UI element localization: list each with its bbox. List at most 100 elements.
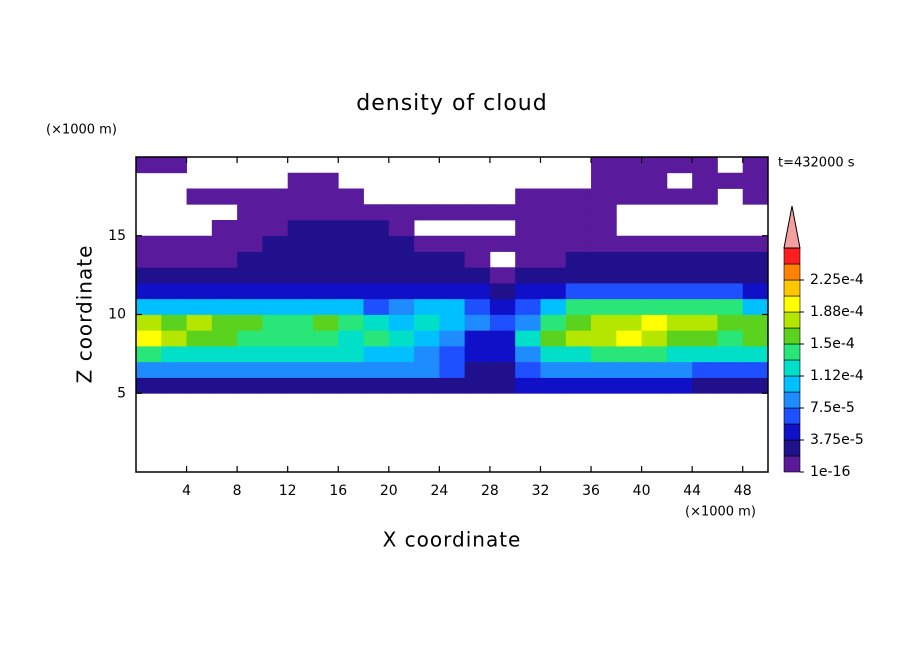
field-cell [237,330,263,347]
field-cell [312,377,339,394]
field-cell [464,346,491,363]
colorbar-bin [783,391,801,409]
time-annotation: t=432000 s [778,156,855,171]
field-cell [717,283,744,300]
field-cell [591,346,617,363]
colorbar-bin [783,439,801,457]
field-cell [742,251,769,268]
field-cell [237,283,263,300]
field-cell [287,346,314,363]
field-cell [565,283,592,300]
field-cell [186,251,213,268]
field-cell [262,377,289,394]
field-cell [464,377,491,394]
colorbar-label: 3.75e-5 [810,432,864,448]
field-cell [287,314,314,331]
field-cell [692,267,718,284]
field-cell [186,346,213,363]
x-unit: (×1000 m) [685,505,756,520]
field-cell [565,314,592,331]
field-cell [742,172,769,189]
field-cell [464,267,491,284]
field-cell [161,330,187,347]
field-cell [237,204,263,221]
field-cell [616,267,642,284]
field-cell [363,346,390,363]
field-cell [439,346,466,363]
field-cell [237,361,263,378]
field-cell [692,298,718,315]
field-cell [591,283,617,300]
field-cell [211,283,238,300]
field-cell [439,377,466,394]
field-cell [717,361,744,378]
field-cell [742,267,769,284]
field-cell [692,361,718,378]
field-cell [692,235,718,252]
field-cell [515,235,541,252]
field-cell [262,251,289,268]
field-cell [616,361,642,378]
field-cell [388,204,415,221]
field-cell [312,314,339,331]
field-cell [666,314,693,331]
field-cell [262,346,289,363]
field-cell [287,172,314,189]
field-cell [515,298,541,315]
field-cell [161,157,187,174]
field-cell [211,346,238,363]
field-cell [363,204,390,221]
field-cell [742,157,769,174]
x-tick-label: 20 [380,483,398,499]
colorbar-label: 1e-16 [810,464,850,480]
field-cell [287,330,314,347]
field-cell [515,220,541,237]
field-cell [742,235,769,252]
x-tick-label: 48 [734,483,752,499]
field-cell [666,188,693,205]
colorbar-bin [783,343,801,361]
field-cell [692,330,718,347]
x-tick-label: 32 [532,483,550,499]
colorbar-label: 1.12e-4 [810,368,864,384]
field-cell [338,298,364,315]
field-cell [161,377,187,394]
field-cell [616,172,642,189]
field-cell [717,251,744,268]
field-cell [692,314,718,331]
field-cell [211,314,238,331]
field-cell [641,172,668,189]
field-cell [262,204,289,221]
field-cell [515,283,541,300]
colorbar-bin [783,279,801,297]
field-cell [161,361,187,378]
field-cell [136,157,162,174]
field-cell [161,251,187,268]
field-cell [237,267,263,284]
field-cell [414,346,440,363]
field-cell [540,361,567,378]
colorbar-extend [783,205,801,249]
field-cell [262,188,289,205]
field-cell [439,314,466,331]
field-cell [666,346,693,363]
field-cell [388,283,415,300]
field-cell [540,283,567,300]
field-cell [565,377,592,394]
field-cell [742,346,769,363]
field-cell [464,298,491,315]
colorbar-bin [783,263,801,281]
field-cell [287,188,314,205]
field-cell [616,157,642,174]
field-cell [136,235,162,252]
field-cell [363,361,390,378]
field-cell [211,377,238,394]
colorbar: 1e-16 3.75e-5 7.5e-5 1.12e-4 1.5e-4 1.88e-4 2.… [783,205,864,480]
colorbar-bin [783,359,801,377]
field-cell [515,377,541,394]
field-cell [489,204,516,221]
field-cell [565,346,592,363]
field-cell [616,235,642,252]
field-cell [186,377,213,394]
